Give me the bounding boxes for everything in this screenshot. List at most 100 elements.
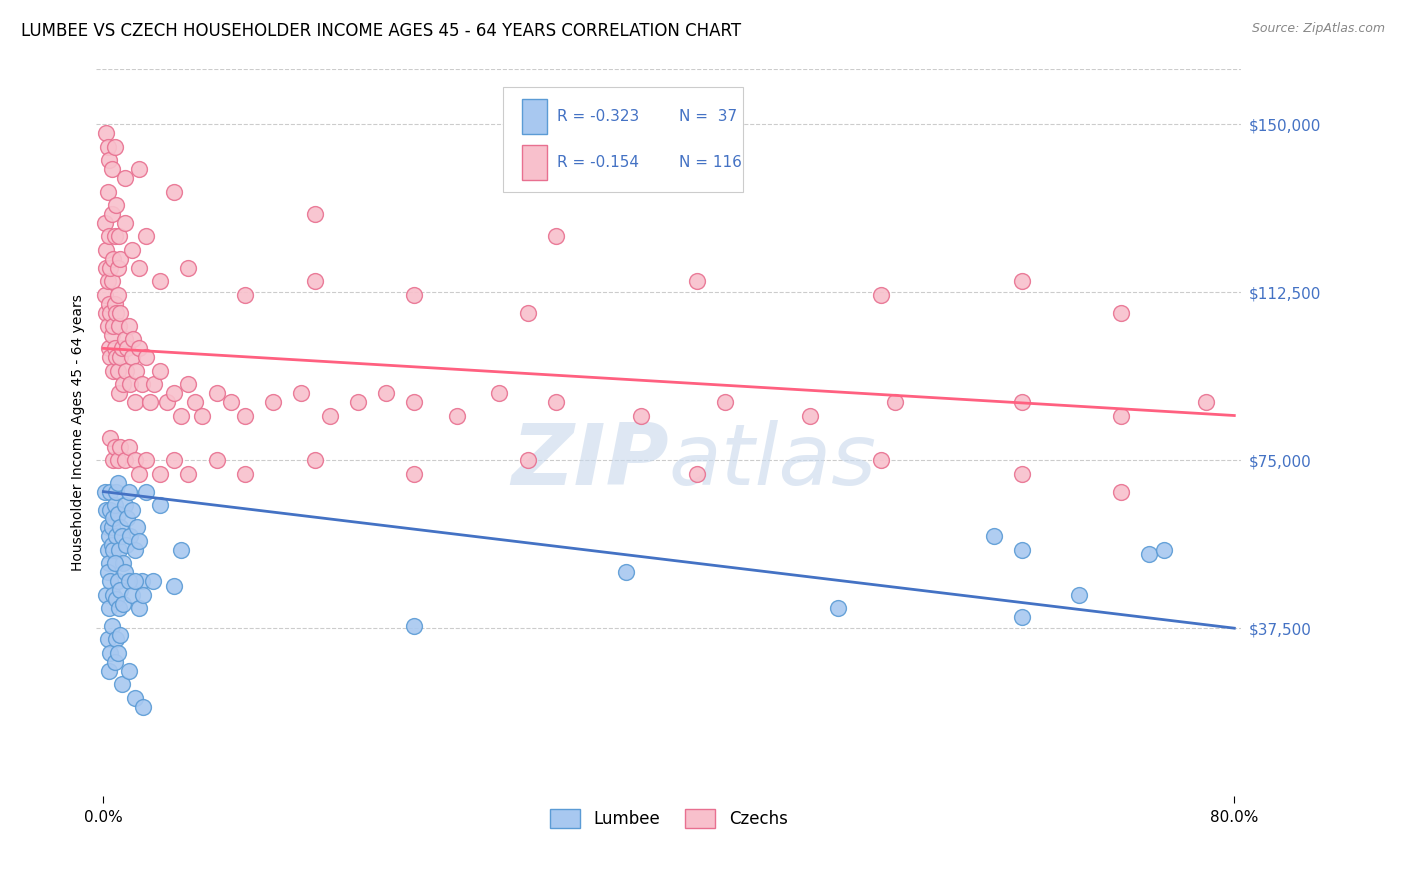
Point (100, 646, 122, 660)
Point (108, 542, 131, 557)
Point (97, 520, 120, 534)
Point (1139, 547, 1161, 561)
Point (110, 583, 132, 598)
Point (101, 538, 124, 552)
Point (446, 409, 468, 423)
Point (233, 287, 256, 301)
Point (107, 287, 129, 301)
Point (104, 296, 127, 310)
Point (104, 556, 127, 570)
Point (105, 305, 128, 319)
Point (114, 332, 136, 346)
Point (101, 520, 124, 534)
Point (100, 502, 122, 516)
Point (290, 386, 312, 401)
Point (121, 351, 143, 365)
Point (97, 318, 120, 333)
Point (128, 601, 150, 615)
Point (404, 395, 426, 409)
Point (347, 395, 370, 409)
Point (97, 274, 120, 288)
Point (118, 664, 141, 678)
Point (110, 628, 132, 642)
Point (233, 467, 256, 481)
Point (105, 198, 128, 212)
Point (1067, 588, 1090, 602)
Point (115, 538, 138, 552)
Point (107, 507, 129, 521)
Point (177, 377, 200, 392)
Point (128, 467, 150, 481)
Point (111, 677, 134, 691)
Point (142, 574, 165, 589)
Point (132, 699, 155, 714)
Y-axis label: Householder Income Ages 45 - 64 years: Householder Income Ages 45 - 64 years (72, 293, 86, 571)
Point (686, 274, 709, 288)
Point (107, 453, 129, 467)
Point (127, 520, 149, 534)
Point (149, 364, 172, 378)
Point (118, 440, 141, 454)
Text: LUMBEE VS CZECH HOUSEHOLDER INCOME AGES 45 - 64 YEARS CORRELATION CHART: LUMBEE VS CZECH HOUSEHOLDER INCOME AGES … (21, 22, 741, 40)
Point (103, 318, 125, 333)
Point (630, 409, 652, 423)
Point (1109, 484, 1132, 499)
Point (124, 395, 146, 409)
Point (304, 207, 326, 221)
Point (404, 467, 426, 481)
Point (118, 484, 141, 499)
Point (98, 342, 121, 356)
Point (1011, 395, 1033, 409)
Point (121, 588, 143, 602)
Point (184, 395, 207, 409)
Point (96, 243, 118, 257)
Point (103, 511, 125, 525)
Point (98, 529, 121, 543)
Point (128, 260, 150, 275)
Point (96, 127, 118, 141)
Point (149, 467, 172, 481)
Point (97, 542, 120, 557)
Point (105, 351, 128, 365)
Point (163, 386, 186, 401)
Point (97, 566, 120, 580)
Point (96, 588, 118, 602)
Point (163, 185, 186, 199)
Point (107, 475, 129, 490)
Point (98, 556, 121, 570)
Point (108, 386, 131, 401)
Point (1109, 409, 1132, 423)
Point (118, 574, 141, 589)
Point (105, 484, 128, 499)
Point (827, 601, 849, 615)
Point (131, 377, 153, 392)
Point (870, 453, 893, 467)
Point (149, 498, 172, 512)
Point (110, 305, 132, 319)
Point (110, 252, 132, 266)
Point (100, 484, 122, 499)
Point (112, 377, 135, 392)
Legend: Lumbee, Czechs: Lumbee, Czechs (544, 803, 794, 835)
Point (404, 619, 426, 633)
Point (118, 318, 141, 333)
Bar (522, 145, 547, 180)
Point (516, 453, 538, 467)
Point (114, 171, 136, 186)
Point (139, 395, 162, 409)
Point (404, 287, 426, 301)
Point (98, 664, 121, 678)
Point (714, 395, 737, 409)
Point (97, 140, 120, 154)
Point (94, 287, 117, 301)
Point (170, 409, 193, 423)
Point (114, 453, 136, 467)
Point (117, 511, 139, 525)
Point (94, 216, 117, 230)
Point (262, 395, 284, 409)
Point (488, 386, 510, 401)
Point (100, 305, 122, 319)
Point (108, 601, 131, 615)
Point (111, 529, 134, 543)
Point (135, 484, 157, 499)
